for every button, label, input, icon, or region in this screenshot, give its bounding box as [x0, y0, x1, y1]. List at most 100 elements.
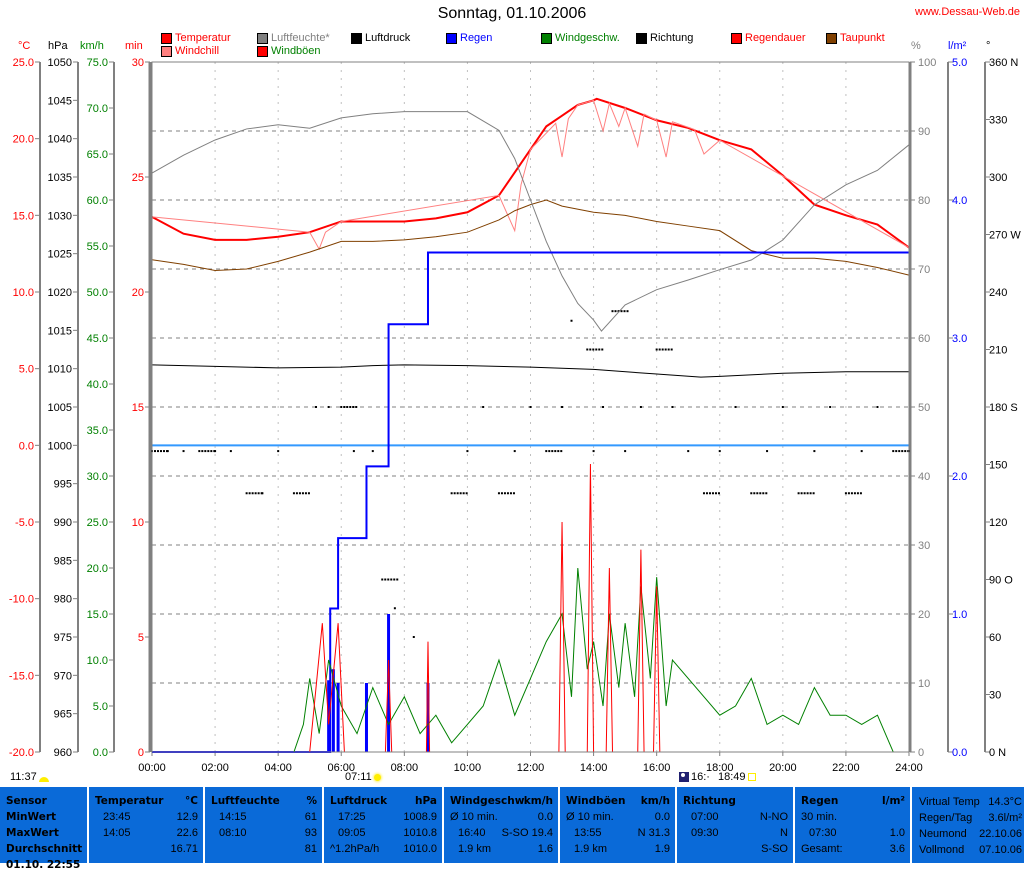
cell-label: 14:05: [103, 827, 131, 839]
legend-label: Luftfeuchte*: [271, 32, 330, 44]
col-extra: Virtual Temp 14.3°C Regen/Tag 3.6l/m² Neum…: [912, 787, 1024, 863]
legend-swatch: [636, 32, 647, 44]
col-rain: Regen l/m² 30 min. 07:30 1.0 Gesamt: 3.6: [795, 787, 910, 863]
series-windgeschw: [152, 567, 909, 753]
rain-bar: [426, 683, 430, 752]
moon-icon: [38, 776, 49, 782]
tick-label-pressure: 1015: [48, 325, 72, 337]
direction-point: [545, 450, 548, 453]
legend-item: Luftfeuchte*: [257, 32, 330, 44]
x-tick-label: 02:00: [201, 762, 229, 774]
direction-point: [617, 310, 620, 313]
row-label-avg: Durchschnitt: [6, 843, 83, 855]
direction-point: [157, 450, 159, 453]
cell-value: S-SO: [761, 843, 788, 855]
cell-value: 0.0: [654, 811, 670, 823]
extra-label: Virtual Temp: [919, 796, 980, 808]
col-unit: %: [306, 795, 317, 807]
direction-point: [655, 348, 658, 351]
direction-point: [340, 406, 343, 408]
series-windchill: [151, 99, 910, 251]
tick-label-pressure: 960: [54, 747, 72, 759]
legend-label: Windchill: [175, 45, 220, 57]
extra-value: 22.10.06: [979, 828, 1022, 840]
direction-point: [182, 450, 185, 453]
direction-point: [371, 450, 374, 453]
direction-point: [551, 450, 554, 453]
extra-value: 07.10.06: [979, 844, 1022, 856]
direction-point: [611, 310, 614, 313]
tick-label-pressure: 1040: [48, 134, 72, 146]
direction-point: [261, 492, 264, 495]
cell-value: 1.9: [654, 843, 670, 855]
x-tick-label: 06:00: [327, 762, 355, 774]
direction-point: [229, 450, 232, 453]
tick-label-temp: -20.0: [9, 747, 34, 759]
tick-label-humidity: 90: [918, 126, 930, 138]
cell-value: 16.71: [170, 843, 198, 855]
direction-point: [548, 450, 551, 453]
direction-point: [844, 492, 847, 495]
tick-label-direction: 180 S: [989, 402, 1018, 414]
cell-label: 23:45: [103, 811, 131, 823]
extra-label: Vollmond: [919, 844, 965, 856]
direction-point: [714, 492, 717, 495]
tick-label-humidity: 60: [918, 333, 930, 345]
col-gusts: Windböen km/h Ø 10 min. 0.0 13:55 N 31.3 1.9 k…: [560, 787, 675, 863]
unit-humidity: %: [911, 40, 921, 52]
cell-value: 93: [304, 827, 317, 839]
direction-point: [529, 406, 532, 408]
direction-point: [163, 450, 165, 453]
legend-swatch: [731, 32, 742, 44]
direction-point: [245, 492, 248, 495]
cell-label: 07:00: [691, 811, 719, 823]
legend-swatch: [161, 45, 172, 57]
col-unit: °C: [185, 795, 198, 807]
extra-label: Regen/Tag: [919, 812, 973, 824]
legend-swatch: [446, 32, 457, 44]
tick-label-rain: 5.0: [952, 57, 967, 69]
col-unit: km/h: [640, 795, 670, 807]
col-header: Windgeschw.: [450, 795, 528, 807]
tick-label-humidity: 0: [918, 747, 924, 759]
col-header: Luftfeuchte: [211, 795, 280, 807]
cell-label: 30 min.: [801, 811, 838, 823]
direction-point: [601, 348, 604, 351]
direction-point: [390, 578, 393, 581]
cell-label: 14:15: [219, 811, 247, 823]
unit-pressure: hPa: [48, 40, 68, 52]
direction-point: [554, 450, 557, 453]
legend-item: Windböen: [257, 45, 321, 57]
col-header: Regen: [801, 795, 839, 807]
direction-point: [557, 450, 560, 453]
rain-bar: [387, 614, 391, 752]
legend-swatch: [257, 45, 268, 57]
sunrise: 07:11: [345, 771, 381, 783]
tick-label-direction: 150: [989, 460, 1007, 472]
direction-point: [387, 578, 390, 581]
rain-bar: [331, 669, 335, 752]
summary-table: Sensor MinWert MaxWert Durchschnitt 01.1…: [0, 787, 1024, 871]
site-link[interactable]: www.Dessau-Web.de: [915, 6, 1020, 18]
tick-label-rain: 0.0: [952, 747, 967, 759]
tick-label-direction: 270 W: [989, 230, 1021, 242]
legend-item: Taupunkt: [826, 32, 885, 44]
sunrise-time: 07:11: [345, 771, 372, 783]
col-unit: km/h: [523, 795, 553, 807]
direction-point: [803, 492, 806, 495]
tick-label-pressure: 1020: [48, 287, 72, 299]
tick-label-direction: 360 N: [989, 57, 1018, 69]
direction-point: [797, 492, 800, 495]
unit-direction: °: [986, 40, 991, 52]
direction-point: [813, 450, 816, 453]
tick-label-minutes: 5: [138, 632, 144, 644]
direction-point: [355, 406, 358, 408]
direction-point: [346, 406, 349, 408]
tick-label-pressure: 1010: [48, 364, 72, 376]
tick-label-wind: 75.0: [87, 57, 108, 69]
cell-label: 08:10: [219, 827, 247, 839]
row-label-min: MinWert: [6, 811, 57, 823]
moonrise-time: 11:37: [10, 771, 37, 783]
cell-value: S-SO 19.4: [501, 827, 553, 839]
cell-value: 22.6: [176, 827, 198, 839]
